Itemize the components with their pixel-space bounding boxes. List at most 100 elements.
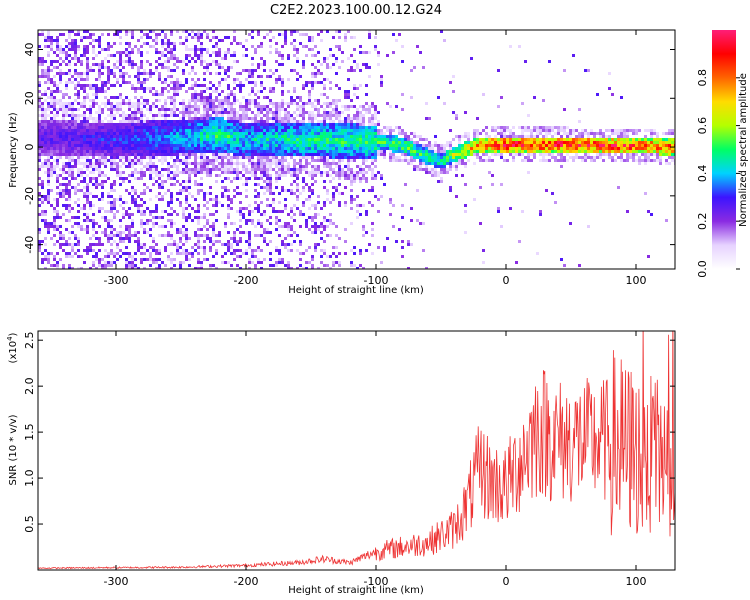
heatmap-cell [230,222,233,225]
heatmap-cell [62,141,65,144]
heatmap-cell [59,147,62,150]
heatmap-cell [65,81,68,84]
heatmap-cell [53,153,56,156]
heatmap-cell [65,141,68,144]
heatmap-cell [50,90,53,93]
heatmap-cell [131,60,134,63]
heatmap-cell [74,120,77,123]
heatmap-cell [299,135,302,138]
heatmap-cell [68,174,71,177]
heatmap-cell [161,141,164,144]
heatmap-cell [386,126,389,129]
heatmap-cell [263,174,266,177]
heatmap-cell [62,267,65,269]
heatmap-cell [47,78,50,81]
heatmap-cell [200,261,203,264]
heatmap-cell [278,135,281,138]
heatmap-cell [239,213,242,216]
heatmap-cell [113,72,116,75]
heatmap-cell [50,237,53,240]
heatmap-cell [332,150,335,153]
heatmap-cell [299,120,302,123]
heatmap-cell [344,93,347,96]
heatmap-cell [233,171,236,174]
heatmap-cell [206,105,209,108]
heatmap-cell [302,84,305,87]
heatmap-cell [341,144,344,147]
heatmap-cell [212,117,215,120]
heatmap-cell [113,165,116,168]
heatmap-cell [281,99,284,102]
heatmap-cell [257,114,260,117]
heatmap-cell [155,135,158,138]
heatmap-cell [155,261,158,264]
heatmap-cell [395,147,398,150]
heatmap-cell [335,57,338,60]
heatmap-cell [368,132,371,135]
heatmap-cell [473,144,476,147]
heatmap-cell [50,111,53,114]
heatmap-cell [359,177,362,180]
heatmap-cell [290,207,293,210]
heatmap-cell [161,108,164,111]
heatmap-cell [104,129,107,132]
heatmap-cell [269,129,272,132]
heatmap-cell [47,123,50,126]
heatmap-cell [200,54,203,57]
heatmap-cell [260,42,263,45]
heatmap-cell [128,267,131,269]
heatmap-cell [296,198,299,201]
heatmap-cell [137,105,140,108]
heatmap-cell [338,117,341,120]
heatmap-cell [200,90,203,93]
heatmap-cell [299,192,302,195]
heatmap-cell [245,78,248,81]
heatmap-cell [71,117,74,120]
heatmap-cell [71,150,74,153]
heatmap-cell [77,240,80,243]
heatmap-cell [212,126,215,129]
heatmap-cell [122,132,125,135]
heatmap-cell [233,54,236,57]
heatmap-cell [350,117,353,120]
heatmap-cell [179,183,182,186]
heatmap-cell [227,246,230,249]
heatmap-cell [215,36,218,39]
heatmap-cell [239,147,242,150]
heatmap-cell [308,81,311,84]
heatmap-cell [47,30,50,33]
heatmap-cell [62,129,65,132]
heatmap-cell [422,144,425,147]
heatmap-cell [68,180,71,183]
heatmap-cell [128,30,131,33]
heatmap-cell [380,174,383,177]
heatmap-cell [182,210,185,213]
heatmap-cell [158,252,161,255]
heatmap-cell [296,78,299,81]
heatmap-cell [257,132,260,135]
heatmap-cell [380,144,383,147]
heatmap-cell [236,126,239,129]
heatmap-cell [260,213,263,216]
heatmap-cell [458,144,461,147]
heatmap-cell [419,165,422,168]
heatmap-cell [254,99,257,102]
heatmap-cell [53,165,56,168]
heatmap-cell [164,42,167,45]
heatmap-cell [47,144,50,147]
heatmap-cell [365,66,368,69]
heatmap-cell [371,150,374,153]
heatmap-cell [248,171,251,174]
heatmap-cell [344,228,347,231]
heatmap-cell [425,162,428,165]
heatmap-cell [320,93,323,96]
heatmap-cell [290,117,293,120]
heatmap-cell [50,141,53,144]
heatmap-cell [299,240,302,243]
heatmap-cell [38,198,41,201]
heatmap-cell [287,264,290,267]
heatmap-cell [134,105,137,108]
heatmap-cell [359,45,362,48]
heatmap-cell [176,93,179,96]
heatmap-cell [218,156,221,159]
